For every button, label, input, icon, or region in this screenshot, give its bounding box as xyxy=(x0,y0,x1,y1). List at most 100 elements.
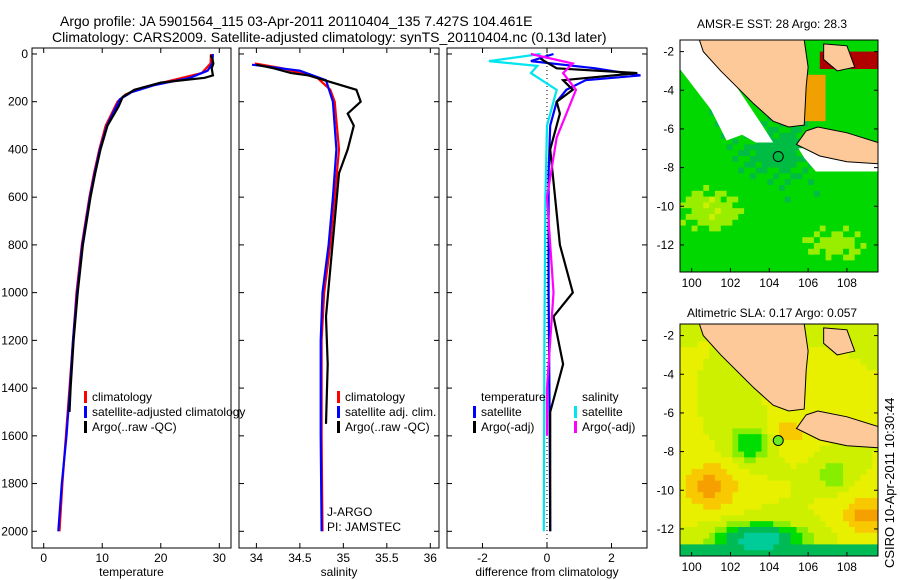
map-cell xyxy=(802,538,809,545)
map-cell xyxy=(767,167,774,174)
map-cell xyxy=(703,173,710,180)
map-cell xyxy=(703,347,710,354)
map-cell xyxy=(761,121,768,128)
map-cell xyxy=(703,156,710,163)
map-cell xyxy=(680,463,687,470)
map-cell xyxy=(819,469,827,476)
map-cell xyxy=(784,550,792,556)
map-cell xyxy=(848,51,856,58)
map-cell xyxy=(703,428,710,435)
map-cell xyxy=(819,440,827,447)
map-cell xyxy=(802,469,809,476)
map-cell xyxy=(872,382,878,389)
map-cell xyxy=(808,538,815,545)
map-cell xyxy=(784,161,792,169)
map-cell xyxy=(819,329,827,337)
map-cell xyxy=(825,69,832,76)
y-tick-label: 1000 xyxy=(1,286,28,300)
map-cell xyxy=(831,532,838,540)
map-cell xyxy=(767,254,774,261)
legend-label: climatology xyxy=(92,390,153,404)
map-cell xyxy=(767,214,774,221)
map-cell xyxy=(680,376,687,383)
map-cell xyxy=(714,179,722,186)
map-cell xyxy=(755,480,763,487)
map-cell xyxy=(860,353,867,360)
map-cell xyxy=(813,190,821,198)
map-cell xyxy=(680,138,687,145)
map-cell xyxy=(860,416,867,424)
map-cell xyxy=(709,532,716,540)
map-cell xyxy=(796,260,803,267)
map-cell xyxy=(685,179,693,186)
map-cell xyxy=(726,480,733,487)
map-cell xyxy=(714,219,722,227)
map-cell xyxy=(749,237,757,244)
map-cell xyxy=(796,161,803,169)
map-cell xyxy=(685,156,693,163)
map-cell xyxy=(732,498,739,505)
map-cell xyxy=(732,376,739,383)
map-cell xyxy=(866,509,873,516)
map-cell xyxy=(680,173,687,180)
map-cell xyxy=(755,498,763,505)
map-cell xyxy=(837,521,844,528)
map-cell xyxy=(837,353,844,360)
map-cell xyxy=(697,132,704,140)
map-cell xyxy=(819,387,827,395)
map-cell xyxy=(825,503,832,511)
map-cell xyxy=(726,237,733,244)
map-cell xyxy=(819,474,827,482)
map-cell xyxy=(703,474,710,482)
map-cell xyxy=(796,544,803,551)
map-cell xyxy=(767,498,774,505)
map-cell xyxy=(813,219,821,227)
map-cell xyxy=(680,393,687,400)
map-cell xyxy=(691,538,698,545)
map-cell xyxy=(790,185,797,192)
map-cell xyxy=(825,86,832,93)
map-cell xyxy=(697,451,704,458)
map-cell xyxy=(749,498,757,505)
map-cell xyxy=(866,40,873,47)
map-cell xyxy=(813,324,821,331)
map-cell xyxy=(680,532,687,540)
map-cell xyxy=(720,190,728,198)
map-cell xyxy=(872,498,878,505)
map-cell xyxy=(819,121,827,128)
map-cell xyxy=(843,445,850,453)
map-cell xyxy=(819,492,827,499)
map-cell xyxy=(831,521,838,528)
map-cell xyxy=(732,393,739,400)
map-cell xyxy=(732,214,739,221)
map-cell xyxy=(691,358,698,366)
map-cell xyxy=(860,445,867,453)
map-cell xyxy=(837,173,844,180)
map-cell xyxy=(779,127,786,134)
map-cell xyxy=(790,457,797,464)
map-cell xyxy=(784,503,792,511)
map-cell xyxy=(749,231,757,238)
map-cell xyxy=(779,237,786,244)
map-cell xyxy=(749,411,757,418)
map-cell xyxy=(802,161,809,169)
map-cell xyxy=(854,98,862,105)
map-cell xyxy=(872,57,878,64)
map-cell xyxy=(680,86,687,93)
map-cell xyxy=(860,109,867,116)
x-tick-label: 0 xyxy=(544,551,551,565)
map-cell xyxy=(685,347,693,354)
map-cell xyxy=(685,532,693,540)
map-cell xyxy=(726,196,733,203)
map-cell xyxy=(854,80,862,87)
map-cell xyxy=(720,150,728,157)
map-cell xyxy=(761,550,768,556)
map-cell xyxy=(825,445,832,453)
map-cell xyxy=(843,550,850,556)
map-cell xyxy=(703,550,710,556)
map-cell xyxy=(749,219,757,227)
map-cell xyxy=(685,167,693,174)
map-cell xyxy=(773,173,780,180)
map-cell xyxy=(773,451,780,458)
map-cell xyxy=(866,451,873,458)
